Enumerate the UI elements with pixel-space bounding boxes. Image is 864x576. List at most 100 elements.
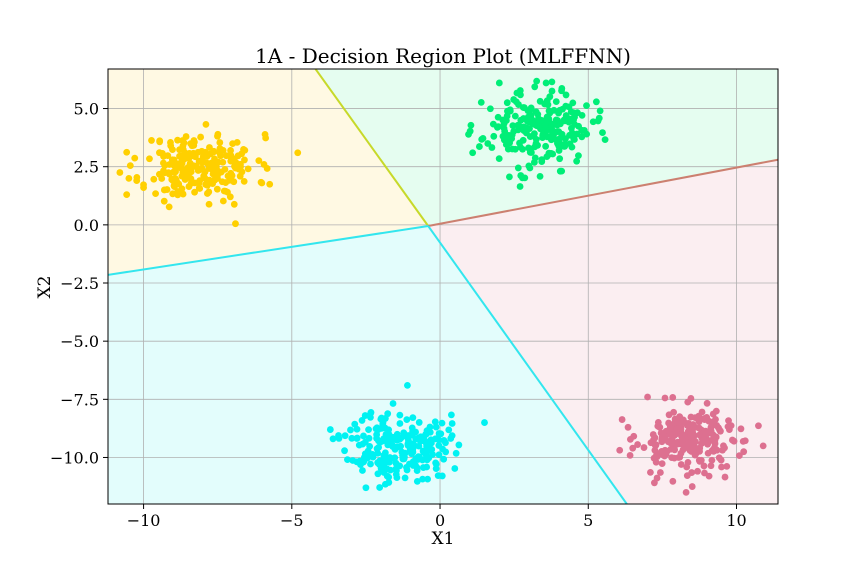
data-point — [204, 181, 211, 189]
data-point — [556, 135, 564, 142]
data-point — [431, 418, 439, 426]
data-point — [656, 469, 664, 476]
data-point — [533, 77, 541, 85]
data-point — [565, 103, 573, 111]
data-point — [393, 474, 401, 482]
data-point — [653, 453, 661, 461]
data-point — [359, 458, 367, 466]
data-point — [708, 456, 716, 464]
data-point — [490, 132, 498, 140]
data-point — [416, 437, 424, 445]
data-point — [539, 131, 547, 139]
data-point — [240, 177, 248, 185]
cluster-0 — [116, 120, 302, 228]
data-point — [690, 439, 697, 447]
data-point — [694, 467, 701, 475]
data-point — [214, 130, 222, 138]
data-point — [718, 463, 725, 471]
data-point — [709, 431, 717, 439]
data-point — [435, 442, 443, 449]
data-point — [294, 149, 302, 157]
data-point — [535, 118, 543, 126]
data-point — [671, 440, 679, 447]
data-point — [717, 456, 725, 464]
data-point — [575, 152, 582, 160]
data-point — [218, 178, 226, 186]
data-point — [530, 132, 538, 140]
data-point — [230, 178, 238, 186]
data-point — [366, 442, 374, 450]
data-point — [440, 455, 448, 463]
data-point — [717, 427, 724, 435]
data-point — [227, 147, 234, 154]
data-point — [187, 179, 195, 187]
data-point — [435, 436, 443, 444]
data-point — [541, 100, 549, 108]
data-point — [438, 419, 446, 427]
data-point — [640, 444, 648, 451]
data-point — [735, 452, 743, 460]
data-point — [219, 197, 227, 205]
data-point — [404, 381, 411, 389]
data-point — [670, 408, 678, 416]
data-point — [360, 432, 367, 440]
data-point — [385, 436, 393, 444]
data-point — [329, 435, 337, 443]
data-point — [531, 83, 539, 91]
data-point — [214, 158, 222, 166]
data-point — [720, 442, 727, 450]
data-point — [592, 98, 600, 106]
x-tick-label: −10 — [127, 511, 161, 530]
data-point — [160, 197, 168, 205]
data-point — [725, 417, 732, 425]
data-point — [409, 458, 417, 465]
data-point — [152, 190, 159, 198]
data-point — [167, 139, 174, 146]
data-point — [365, 434, 373, 442]
data-point — [558, 87, 565, 95]
data-point — [203, 190, 211, 197]
data-point — [505, 132, 513, 139]
data-point — [216, 145, 224, 152]
data-point — [351, 420, 359, 428]
data-point — [206, 144, 213, 151]
data-point — [169, 190, 177, 198]
data-point — [213, 185, 221, 193]
data-point — [201, 168, 209, 176]
data-point — [520, 127, 528, 135]
data-point — [656, 423, 664, 431]
plot-frame — [107, 68, 779, 505]
data-point — [695, 456, 703, 464]
data-point — [561, 140, 569, 148]
data-point — [403, 416, 411, 423]
data-point — [671, 446, 679, 454]
data-point — [691, 414, 699, 422]
data-points — [116, 77, 767, 496]
data-point — [116, 169, 124, 176]
data-point — [629, 444, 637, 452]
data-point — [201, 148, 209, 156]
data-point — [413, 477, 421, 485]
data-point — [163, 186, 171, 193]
data-point — [657, 429, 665, 437]
data-point — [499, 132, 507, 140]
data-point — [191, 188, 198, 196]
x-axis-label: X1 — [432, 529, 455, 549]
data-point — [172, 168, 179, 176]
data-point — [222, 187, 230, 195]
data-point — [326, 426, 334, 433]
data-point — [210, 148, 217, 156]
data-point — [148, 137, 155, 144]
data-point — [241, 156, 248, 164]
data-point — [541, 124, 549, 132]
data-point — [165, 203, 173, 211]
cluster-2 — [326, 381, 488, 492]
data-point — [196, 177, 204, 185]
data-point — [374, 470, 382, 478]
cluster-3 — [616, 393, 767, 496]
data-point — [601, 136, 609, 144]
data-point — [367, 460, 374, 468]
x-axis-ticks: −10 −5 0 5 10 — [127, 504, 747, 530]
data-point — [437, 430, 445, 438]
data-point — [380, 456, 388, 464]
